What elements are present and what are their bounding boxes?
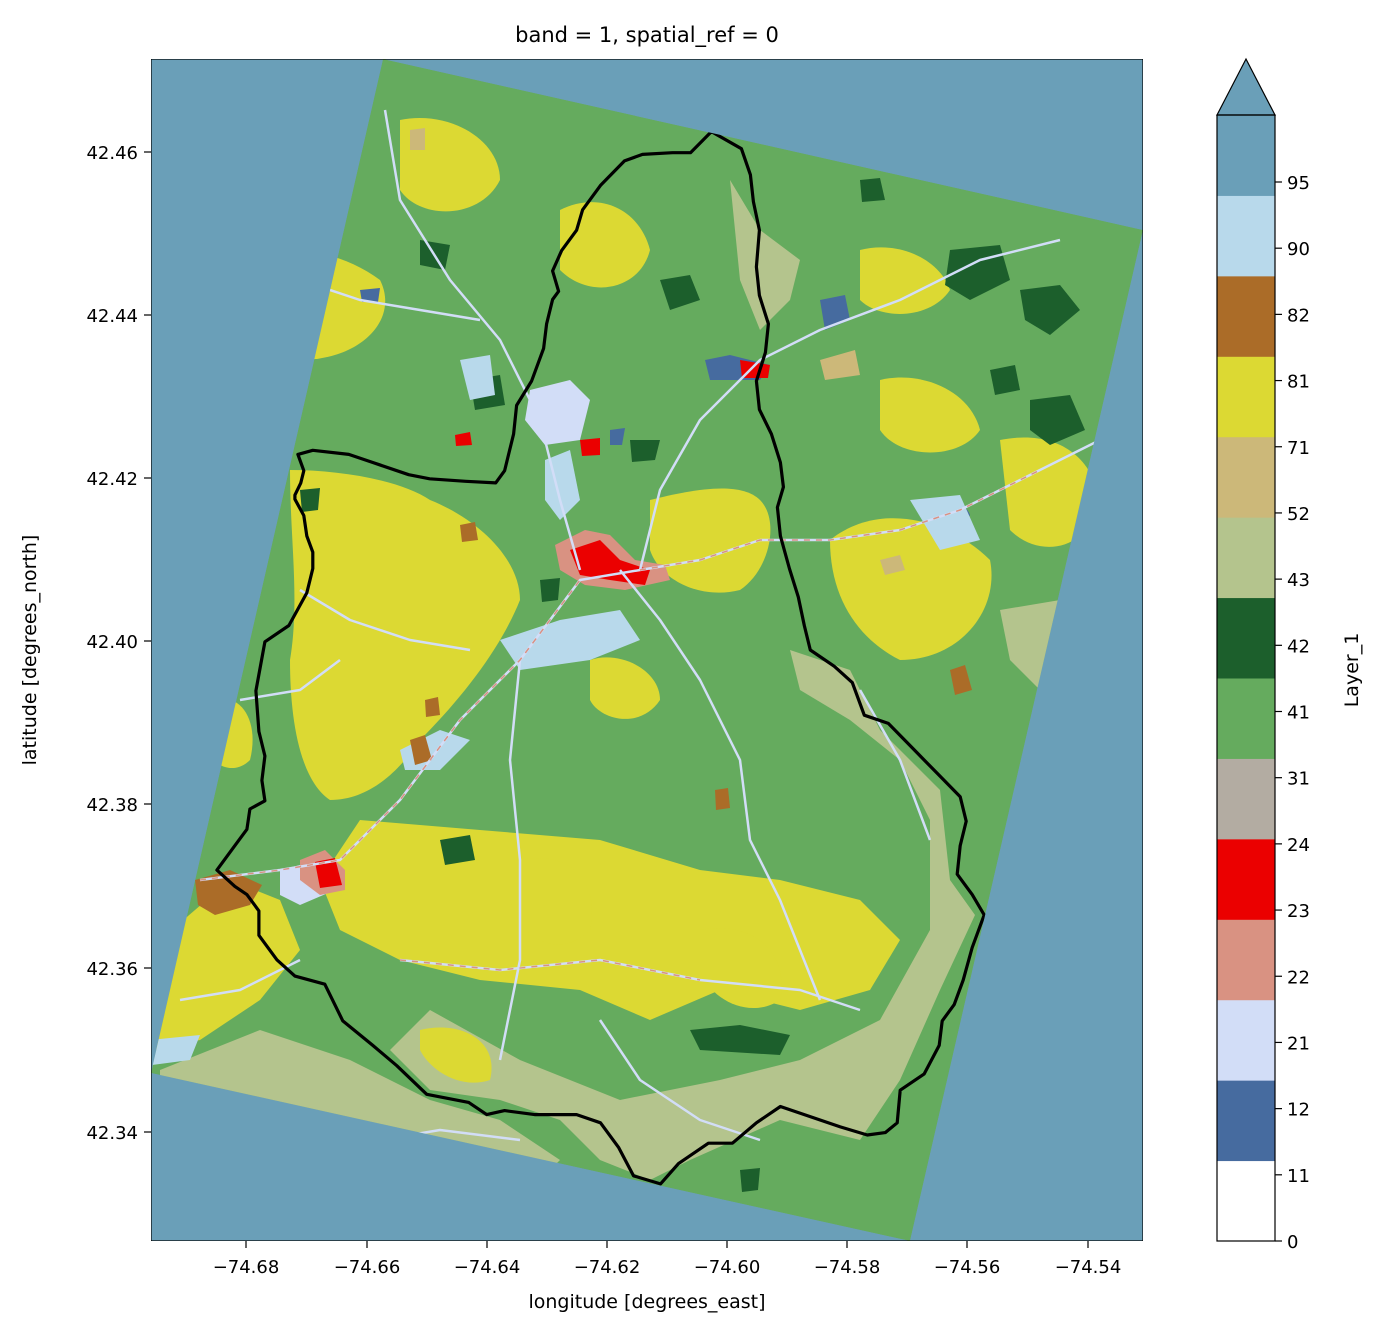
crop-patch — [420, 1027, 492, 1083]
crop-patch — [650, 488, 771, 593]
colorbar-segment — [1217, 1080, 1275, 1162]
landcover-scene — [151, 59, 1143, 1241]
crop-patch — [880, 377, 980, 453]
colorbar-tick-label: 81 — [1287, 372, 1310, 393]
crop-patch — [560, 202, 650, 288]
x-tick-label: −74.64 — [454, 1257, 521, 1278]
x-tick-label: −74.66 — [334, 1257, 401, 1278]
colorbar-ticks: 0 11 12 21 22 23 24 31 41 42 43 52 71 81 82 90 95 — [1275, 173, 1310, 1253]
colorbar-segment — [1217, 678, 1275, 759]
crop-patch — [590, 657, 660, 719]
map-plot-area — [151, 59, 1143, 1241]
crop-patch — [510, 858, 592, 945]
x-tick-label: −74.68 — [213, 1257, 280, 1278]
colorbar-tick-label: 11 — [1287, 1166, 1310, 1187]
y-tick-label: 42.46 — [86, 143, 138, 164]
colorbar-segment — [1217, 999, 1275, 1081]
colorbar-label: Layer_1 — [1341, 633, 1363, 708]
colorbar-tick-label: 95 — [1287, 173, 1310, 194]
colorbar-segment — [1217, 436, 1275, 518]
colorbar-segment — [1217, 115, 1275, 196]
x-tick-label: −74.54 — [1055, 1257, 1122, 1278]
colorbar-tick-label: 0 — [1287, 1232, 1298, 1253]
x-axis-label: longitude [degrees_east] — [528, 1291, 765, 1313]
chart-title: band = 1, spatial_ref = 0 — [515, 23, 779, 48]
colorbar-tick-label: 42 — [1287, 636, 1310, 657]
y-tick-label: 42.38 — [86, 795, 138, 816]
x-tick-label: −74.62 — [574, 1257, 641, 1278]
colorbar-segment — [1217, 275, 1275, 357]
colorbar-segments — [1217, 115, 1275, 1242]
y-axis: 42.34 42.36 42.38 42.40 42.42 42.44 42.4… — [19, 143, 151, 1144]
colorbar-tick-label: 31 — [1287, 769, 1310, 790]
colorbar-segment — [1217, 597, 1275, 679]
colorbar-segment — [1217, 356, 1275, 438]
colorbar-tick-label: 22 — [1287, 967, 1310, 988]
colorbar-segment — [1217, 919, 1275, 1001]
colorbar-tick-label: 41 — [1287, 703, 1310, 724]
y-tick-label: 42.34 — [86, 1123, 138, 1144]
y-tick-label: 42.42 — [86, 469, 138, 490]
colorbar-segment — [1217, 758, 1275, 840]
road-network-red — [199, 469, 1041, 981]
crop-patch — [1000, 437, 1100, 547]
colorbar-extend-arrow — [1216, 57, 1276, 116]
x-axis: −74.68 −74.66 −74.64 −74.62 −74.60 −74.5… — [213, 1241, 1122, 1313]
crop-patch — [155, 880, 300, 1050]
colorbar: 0 11 12 21 22 23 24 31 41 42 43 52 71 81 82 90 95 Layer_… — [1216, 57, 1363, 1253]
shrub-patches — [410, 128, 905, 575]
pasture-patch — [730, 180, 800, 330]
crop-patch — [860, 247, 950, 314]
y-axis-label: latitude [degrees_north] — [19, 535, 41, 766]
crop-patch — [700, 928, 782, 1009]
colorbar-tick-label: 24 — [1287, 835, 1310, 856]
y-tick-label: 42.36 — [86, 959, 138, 980]
colorbar-segment — [1217, 195, 1275, 277]
brown-patches — [195, 522, 972, 915]
wetland-patches — [151, 355, 980, 1065]
colorbar-tick-label: 82 — [1287, 305, 1310, 326]
crop-patch — [830, 518, 992, 660]
colorbar-tick-label: 43 — [1287, 570, 1310, 591]
crop-patch — [290, 470, 520, 800]
colorbar-tick-label: 21 — [1287, 1033, 1310, 1054]
colorbar-tick-label: 12 — [1287, 1100, 1310, 1121]
colorbar-tick-label: 90 — [1287, 239, 1310, 260]
y-tick-label: 42.40 — [86, 632, 138, 653]
watershed-boundary — [215, 130, 986, 1186]
colorbar-segment — [1217, 517, 1275, 599]
colorbar-segment — [1217, 1160, 1275, 1242]
colorbar-segment — [1217, 838, 1275, 920]
colorbar-tick-label: 71 — [1287, 438, 1310, 459]
x-tick-label: −74.56 — [934, 1257, 1001, 1278]
colorbar-tick-label: 52 — [1287, 504, 1310, 525]
x-tick-label: −74.58 — [814, 1257, 881, 1278]
x-tick-label: −74.60 — [694, 1257, 761, 1278]
colorbar-frame — [1216, 114, 1276, 1242]
y-tick-label: 42.44 — [86, 306, 138, 327]
pasture-patch — [390, 650, 975, 1180]
colorbar-tick-label: 23 — [1287, 901, 1310, 922]
